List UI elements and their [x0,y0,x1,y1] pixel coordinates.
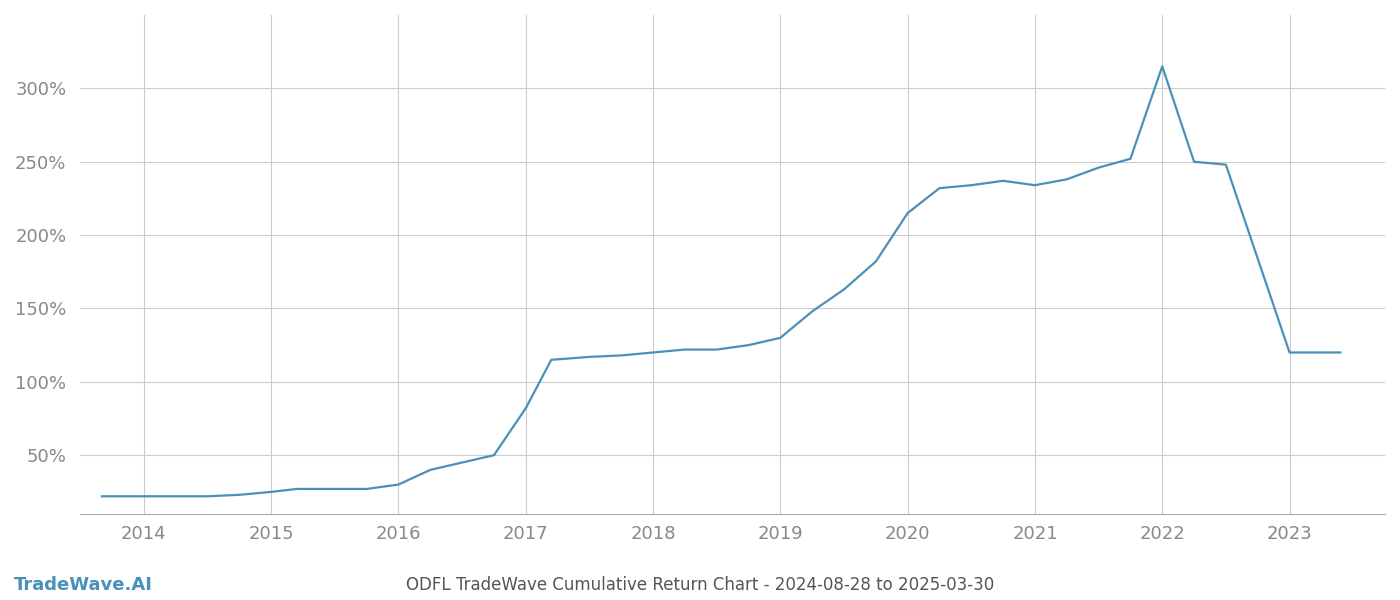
Text: ODFL TradeWave Cumulative Return Chart - 2024-08-28 to 2025-03-30: ODFL TradeWave Cumulative Return Chart -… [406,576,994,594]
Text: TradeWave.AI: TradeWave.AI [14,576,153,594]
